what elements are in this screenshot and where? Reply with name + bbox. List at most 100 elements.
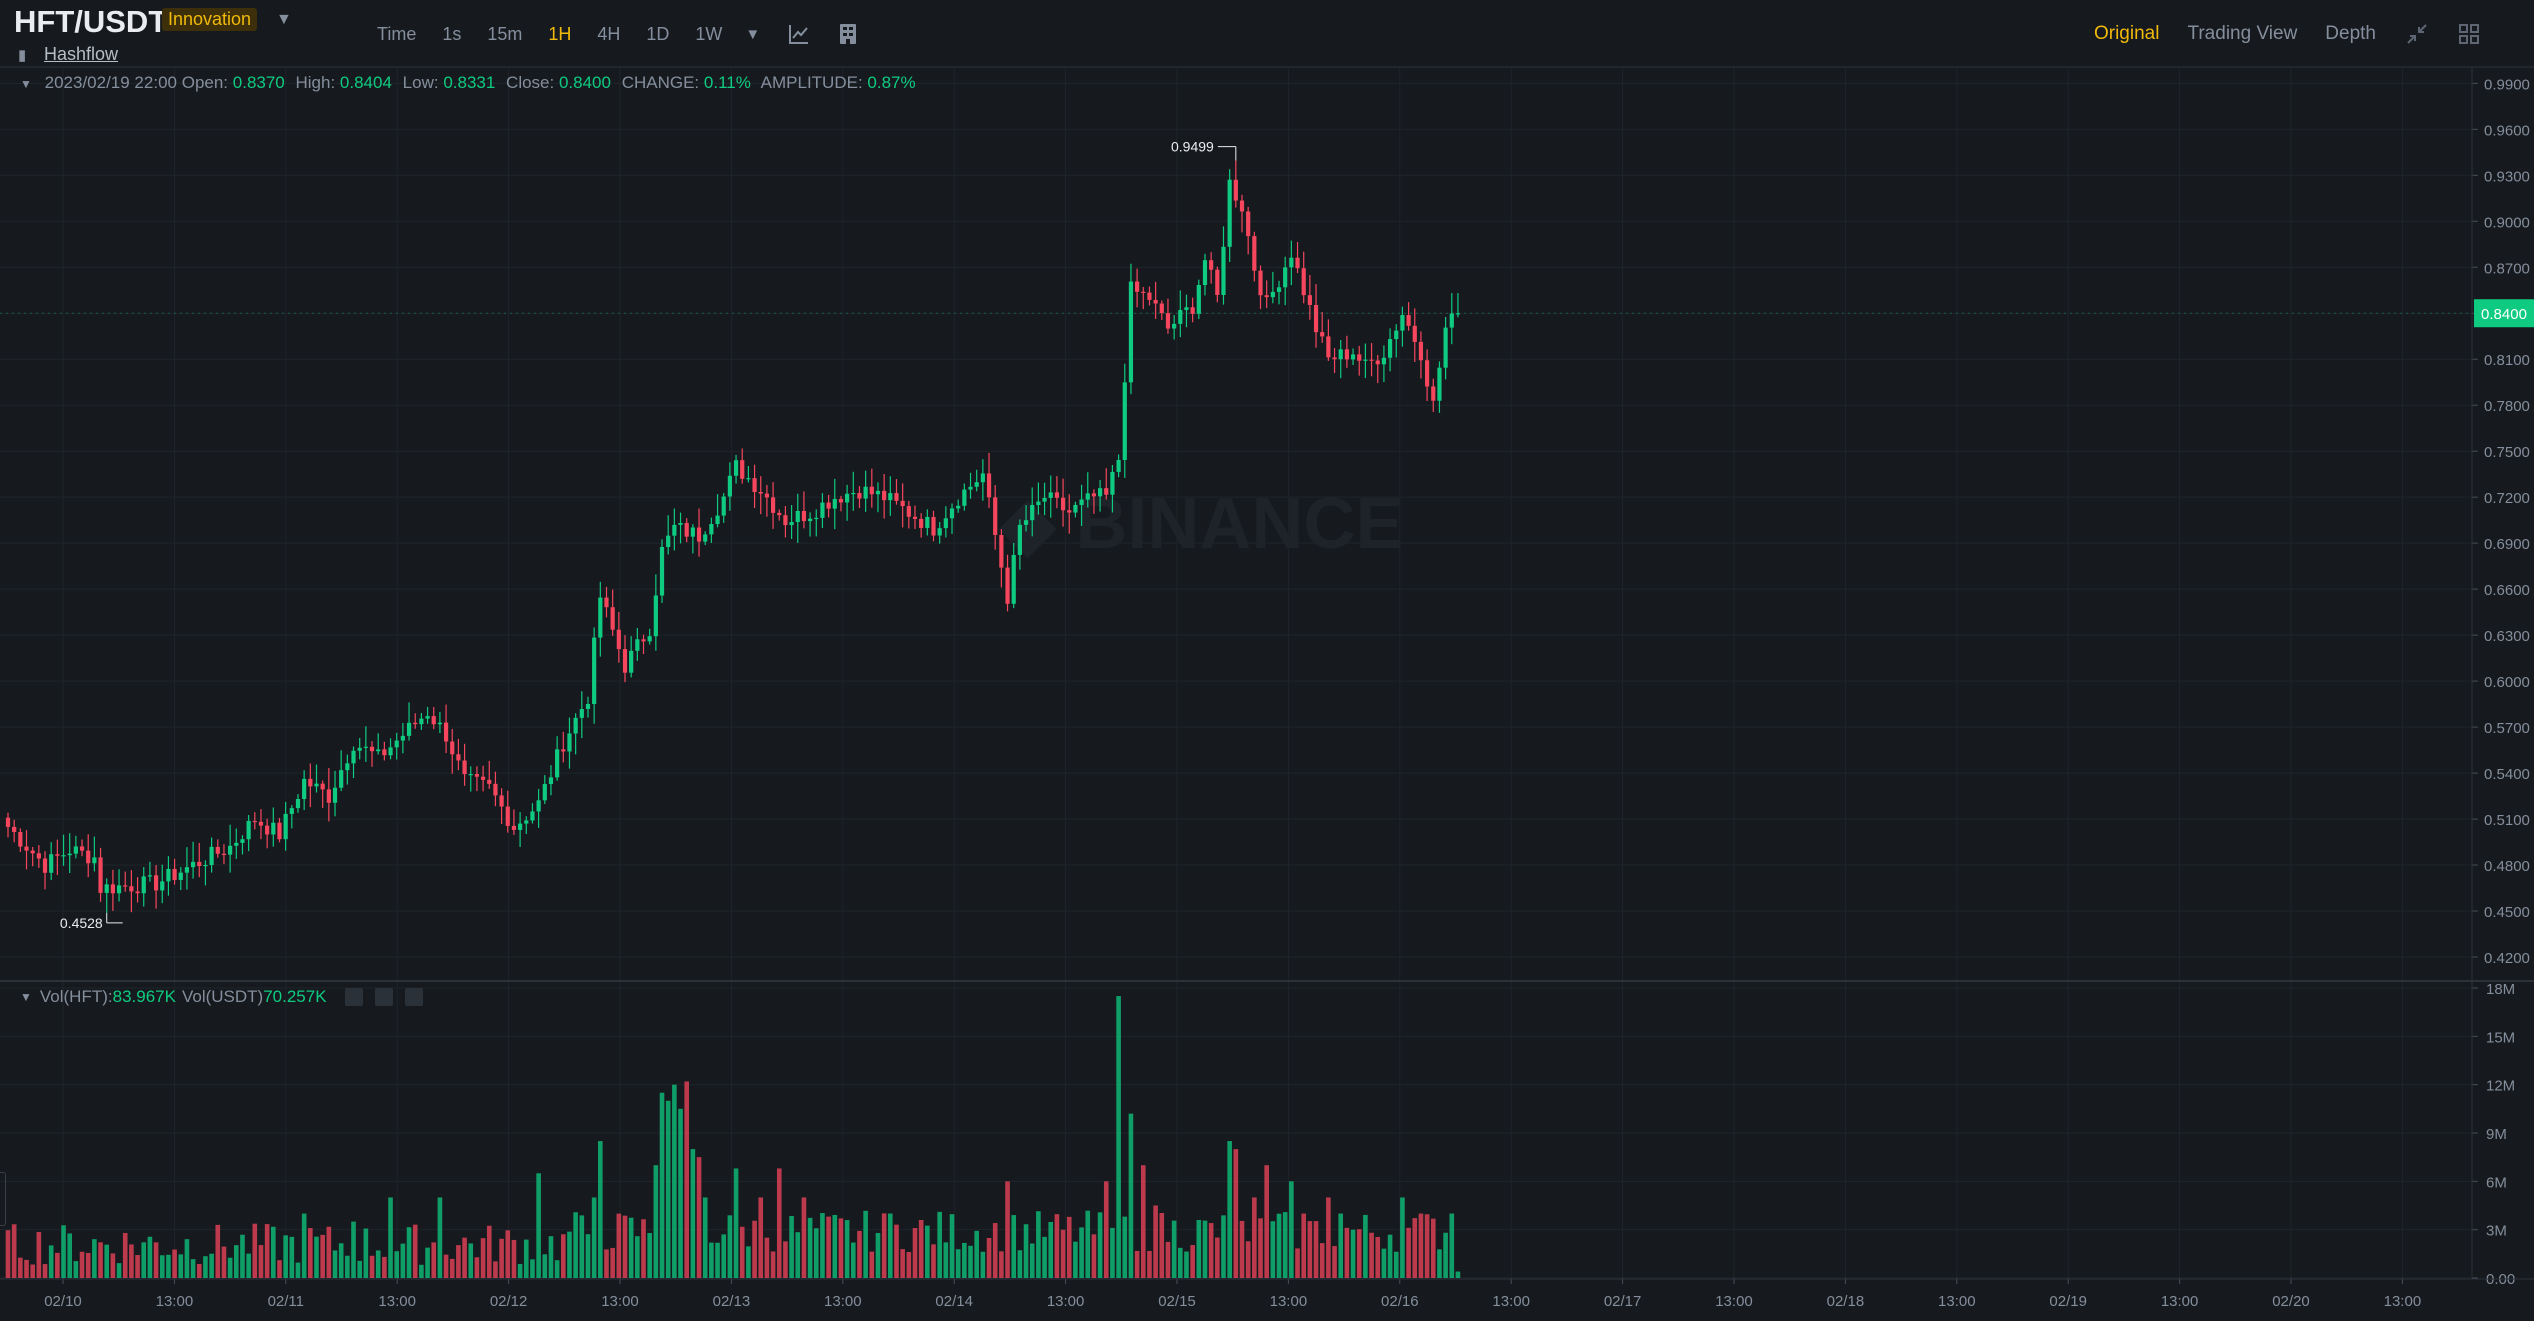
volume-bar: [949, 1214, 955, 1278]
volume-bar: [635, 1236, 640, 1278]
volume-bar: [1356, 1229, 1362, 1278]
interval-1d[interactable]: 1D: [646, 23, 670, 44]
candle-body: [696, 527, 702, 542]
volume-bar: [1011, 1215, 1017, 1278]
time-tick-label: 02/19: [2049, 1293, 2087, 1310]
candle-body: [511, 825, 517, 830]
interval-4h[interactable]: 4H: [597, 23, 621, 44]
volume-bar: [1029, 1243, 1035, 1278]
candle-body: [1320, 332, 1325, 337]
time-tick-label: 02/16: [1381, 1293, 1419, 1310]
interval-more-caret-icon[interactable]: ▼: [745, 25, 761, 43]
candle-body: [351, 750, 356, 764]
interval-1w[interactable]: 1W: [695, 23, 723, 44]
legend-caret-down-icon[interactable]: ▼: [20, 77, 32, 91]
candle-body: [1455, 313, 1461, 315]
price-tick-label: 0.8100: [2484, 352, 2530, 369]
time-tick-label: 13:00: [1492, 1293, 1530, 1310]
volume-bar: [1221, 1215, 1226, 1278]
volume-bar: [42, 1264, 48, 1278]
time-tick-label: 02/17: [1604, 1293, 1642, 1310]
chart-axes: 0.9900 0.9600 0.9300 0.9000 0.8700 0.8400 0.81…: [0, 66, 2534, 1310]
high-value: 0.8404: [339, 73, 392, 92]
volume-bar: [1289, 1181, 1294, 1278]
candle-body: [1344, 349, 1349, 360]
caret-down-icon[interactable]: ▼: [276, 11, 292, 28]
volume-visibility-button[interactable]: [344, 988, 363, 1006]
volume-settings-button[interactable]: [374, 988, 393, 1006]
candle-body: [1085, 493, 1090, 500]
interval-1s[interactable]: 1s: [442, 23, 462, 44]
candle-body: [1400, 315, 1405, 331]
chart-settings-icon[interactable]: [838, 23, 858, 45]
volume-bar: [702, 1197, 708, 1278]
volume-bar: [918, 1219, 924, 1278]
volume-bar: [172, 1249, 177, 1278]
volume-bar: [209, 1253, 214, 1278]
candle-body: [258, 821, 264, 826]
volume-bar: [1338, 1213, 1344, 1278]
view-original[interactable]: Original: [2093, 23, 2160, 44]
volume-bar: [511, 1239, 517, 1278]
candle-body: [326, 789, 331, 803]
candle-body: [487, 779, 492, 784]
time-tick-label: 13:00: [2161, 1293, 2199, 1310]
candle-body: [406, 722, 412, 736]
volume-bar: [826, 1216, 831, 1278]
candle-body: [376, 749, 381, 752]
indicator-icon[interactable]: [788, 23, 810, 45]
interval-time[interactable]: Time: [377, 23, 417, 44]
candle-body: [456, 754, 461, 761]
volume-bar: [1091, 1234, 1097, 1278]
candle-body: [178, 872, 183, 880]
candle-body: [808, 518, 813, 522]
volume-bar: [1400, 1197, 1405, 1278]
candle-body: [67, 853, 72, 856]
candle-body: [221, 853, 227, 855]
volume-bar: [1079, 1227, 1084, 1278]
candle-body: [585, 703, 591, 710]
candle-body: [1418, 341, 1424, 361]
interval-15m[interactable]: 15m: [487, 23, 523, 44]
volume-bar: [449, 1258, 455, 1278]
view-depth[interactable]: Depth: [2325, 23, 2376, 44]
candle-body: [678, 522, 683, 525]
volume-bar: [1449, 1213, 1455, 1278]
volume-bar: [61, 1225, 66, 1278]
candle-body: [659, 547, 665, 596]
volume-bar: [468, 1243, 474, 1278]
volume-bar: [1307, 1221, 1313, 1278]
volume-bar: [561, 1234, 566, 1278]
price-tick-label: 0.8700: [2484, 260, 2530, 277]
volume-bar: [1418, 1213, 1424, 1278]
volume-bar: [1326, 1197, 1331, 1278]
volume-bar: [233, 1245, 239, 1278]
volume-bar: [184, 1239, 190, 1278]
drawer-handle[interactable]: [0, 1172, 6, 1226]
candle-body: [1030, 505, 1035, 521]
candle-body: [468, 774, 473, 776]
volume-bar: [499, 1238, 504, 1278]
layout-grid-icon[interactable]: [2458, 23, 2480, 45]
candle-body: [888, 493, 893, 501]
volume-bar: [1165, 1241, 1171, 1278]
candle-body: [616, 629, 621, 650]
volume-bar: [912, 1228, 918, 1278]
last-price-label: 0.8400: [2481, 306, 2527, 323]
collapse-icon[interactable]: [2406, 23, 2428, 45]
volume-bar: [1097, 1212, 1103, 1278]
volume-close-button[interactable]: [404, 988, 423, 1006]
time-tick-label: 13:00: [378, 1293, 416, 1310]
candle-body: [900, 500, 905, 507]
volume-bar: [462, 1237, 467, 1278]
view-trading-view[interactable]: Trading View: [2187, 23, 2298, 44]
volume-bar: [1412, 1218, 1418, 1278]
volume-caret-down-icon[interactable]: ▼: [20, 990, 32, 1004]
project-link[interactable]: Hashflow: [44, 44, 119, 64]
candle-body: [592, 637, 597, 704]
interval-1h[interactable]: 1H: [548, 23, 572, 44]
volume-bar: [203, 1256, 208, 1278]
high-label: High:: [295, 73, 336, 92]
volume-bar: [628, 1217, 634, 1278]
